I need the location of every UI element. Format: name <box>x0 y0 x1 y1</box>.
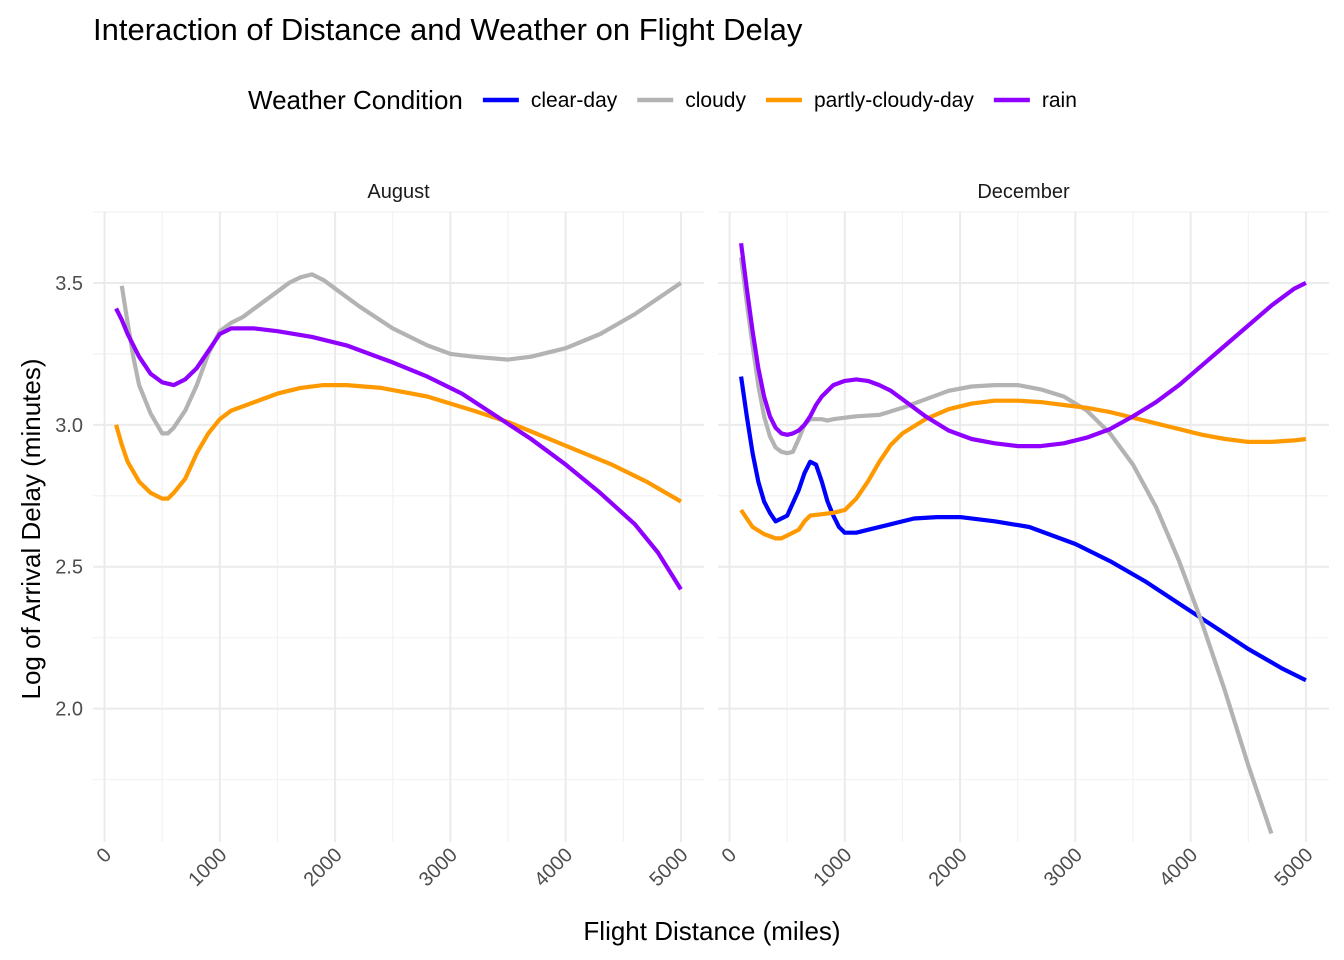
legend-label-partly-cloudy-day: partly-cloudy-day <box>814 89 974 112</box>
legend-title: Weather Condition <box>248 85 463 115</box>
y-axis-title: Log of Arrival Delay (minutes) <box>16 358 46 699</box>
grid <box>93 211 704 842</box>
series-line-rain <box>739 242 1307 449</box>
series-line-rain <box>114 307 683 591</box>
x-tick-label: 3000 <box>1040 844 1087 891</box>
facet-label: December <box>977 181 1070 203</box>
x-tick-label: 5000 <box>1270 844 1317 891</box>
legend-item-partly-cloudy-day: partly-cloudy-day <box>765 89 974 112</box>
x-tick-label: 4000 <box>530 844 577 891</box>
x-tick-label: 5000 <box>645 844 692 891</box>
series-line-cloudy <box>119 272 683 436</box>
legend-item-clear-day: clear-day <box>482 89 618 112</box>
legend-label-clear-day: clear-day <box>531 89 618 112</box>
legend: Weather Condition clear-day cloudy partly-… <box>248 85 1077 115</box>
y-tick-label: 2.5 <box>55 557 83 579</box>
legend-item-cloudy: cloudy <box>637 89 746 112</box>
series-line-clear-day <box>739 376 1307 683</box>
x-tick-label: 2000 <box>300 844 347 891</box>
series-line-partly-cloudy-day <box>739 398 1307 541</box>
legend-items: clear-day cloudy partly-cloudy-day rain <box>482 89 1077 112</box>
x-tick-label: 0 <box>718 844 741 867</box>
x-tick-label: 3000 <box>415 844 462 891</box>
grid <box>718 211 1329 842</box>
x-tick-label: 1000 <box>809 844 856 891</box>
y-tick-label: 3.5 <box>55 273 83 295</box>
y-tick-label: 2.0 <box>55 699 83 721</box>
legend-item-rain: rain <box>993 89 1077 112</box>
panel-august: August 0 1000 2000 3000 4000 5000 <box>93 181 704 891</box>
facet-label: August <box>367 181 430 203</box>
x-tick-label: 0 <box>93 844 116 867</box>
x-tick-label: 4000 <box>1155 844 1202 891</box>
x-tick-label: 1000 <box>184 844 231 891</box>
x-tick-label: 2000 <box>925 844 972 891</box>
legend-label-rain: rain <box>1042 89 1077 112</box>
legend-label-cloudy: cloudy <box>685 89 746 112</box>
series-line-cloudy <box>739 257 1274 835</box>
panel-december: December 0 1000 2000 3000 4000 5000 <box>718 181 1329 891</box>
y-tick-label: 3.0 <box>55 415 83 437</box>
x-axis-title: Flight Distance (miles) <box>583 916 840 946</box>
chart-title: Interaction of Distance and Weather on F… <box>93 12 803 47</box>
series-line-partly-cloudy-day <box>114 383 682 504</box>
